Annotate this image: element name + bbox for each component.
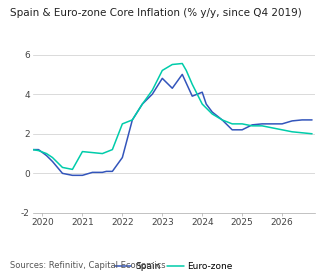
Euro-zone bbox=[200, 102, 204, 106]
Euro-zone bbox=[130, 118, 134, 121]
Euro-zone bbox=[71, 168, 74, 171]
Spain bbox=[280, 122, 284, 126]
Spain bbox=[220, 118, 224, 121]
Spain bbox=[230, 128, 234, 132]
Line: Euro-zone: Euro-zone bbox=[32, 64, 312, 169]
Euro-zone bbox=[290, 130, 294, 133]
Euro-zone bbox=[160, 69, 164, 72]
Spain bbox=[160, 77, 164, 80]
Spain bbox=[204, 102, 208, 106]
Euro-zone bbox=[90, 151, 94, 154]
Euro-zone bbox=[120, 122, 124, 126]
Spain bbox=[104, 170, 108, 173]
Euro-zone bbox=[230, 122, 234, 126]
Spain bbox=[190, 94, 194, 98]
Spain bbox=[150, 93, 154, 96]
Line: Spain: Spain bbox=[32, 75, 312, 175]
Euro-zone bbox=[250, 124, 254, 127]
Spain bbox=[90, 171, 94, 174]
Spain bbox=[81, 174, 84, 177]
Euro-zone bbox=[260, 124, 264, 127]
Euro-zone bbox=[45, 152, 48, 155]
Euro-zone bbox=[50, 156, 54, 159]
Euro-zone bbox=[100, 152, 104, 155]
Spain bbox=[71, 174, 74, 177]
Spain bbox=[260, 122, 264, 126]
Euro-zone bbox=[270, 126, 274, 129]
Spain bbox=[170, 87, 174, 90]
Euro-zone bbox=[31, 148, 34, 151]
Legend: Spain, Euro-zone: Spain, Euro-zone bbox=[115, 262, 233, 271]
Euro-zone bbox=[60, 166, 64, 169]
Euro-zone bbox=[280, 128, 284, 132]
Spain bbox=[300, 118, 304, 121]
Spain bbox=[200, 91, 204, 94]
Euro-zone bbox=[190, 83, 194, 86]
Euro-zone bbox=[240, 122, 244, 126]
Spain bbox=[240, 128, 244, 132]
Spain bbox=[111, 170, 114, 173]
Spain bbox=[210, 110, 214, 114]
Spain bbox=[140, 102, 144, 106]
Euro-zone bbox=[111, 148, 114, 151]
Euro-zone bbox=[81, 150, 84, 153]
Text: Sources: Refinitiv, Capital Economics: Sources: Refinitiv, Capital Economics bbox=[10, 261, 165, 270]
Spain bbox=[130, 118, 134, 121]
Euro-zone bbox=[220, 118, 224, 121]
Euro-zone bbox=[170, 63, 174, 66]
Text: Spain & Euro-zone Core Inflation (% y/y, since Q4 2019): Spain & Euro-zone Core Inflation (% y/y,… bbox=[10, 8, 302, 18]
Spain bbox=[31, 148, 34, 151]
Spain bbox=[290, 119, 294, 123]
Euro-zone bbox=[310, 132, 314, 135]
Spain bbox=[100, 171, 104, 174]
Spain bbox=[36, 148, 40, 151]
Euro-zone bbox=[150, 88, 154, 92]
Euro-zone bbox=[184, 69, 188, 72]
Spain bbox=[60, 172, 64, 175]
Euro-zone bbox=[140, 102, 144, 106]
Spain bbox=[50, 160, 54, 163]
Spain bbox=[310, 118, 314, 121]
Euro-zone bbox=[36, 149, 40, 152]
Spain bbox=[180, 73, 184, 76]
Spain bbox=[45, 154, 48, 157]
Euro-zone bbox=[300, 131, 304, 134]
Spain bbox=[120, 156, 124, 159]
Euro-zone bbox=[210, 112, 214, 116]
Spain bbox=[250, 123, 254, 126]
Spain bbox=[270, 122, 274, 126]
Euro-zone bbox=[180, 62, 184, 65]
